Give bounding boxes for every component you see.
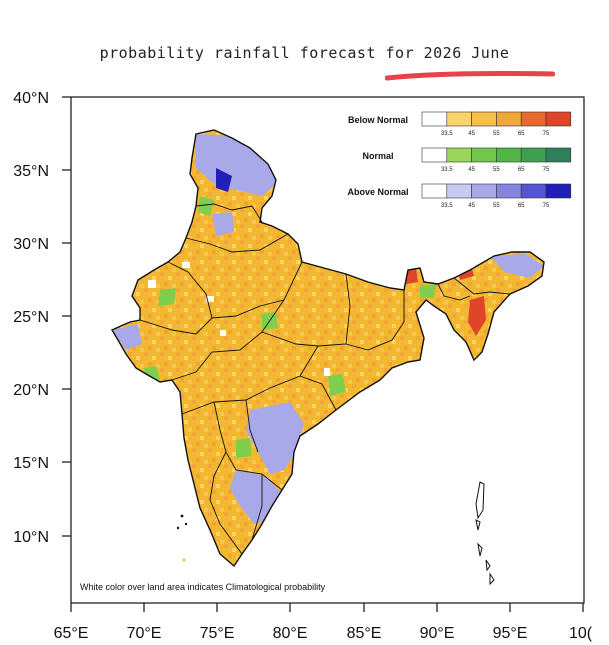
map-frame xyxy=(70,96,585,604)
lon-label: 65°E xyxy=(54,625,89,642)
legend-swatch xyxy=(421,147,448,163)
legend-swatch xyxy=(471,111,497,127)
map-title: probability rainfall forecast for 2026 J… xyxy=(99,44,510,62)
title-underline xyxy=(385,71,555,81)
legend-swatch xyxy=(545,111,572,127)
lon-label: 75°E xyxy=(200,625,235,642)
legend-swatch xyxy=(520,183,547,199)
legend-tick-label: 45 xyxy=(468,167,475,173)
legend-swatch xyxy=(446,111,472,127)
legend-tick-label: 75 xyxy=(543,167,550,173)
lakshadweep-islands xyxy=(176,514,188,562)
lat-label: 30°N xyxy=(13,236,49,253)
legend-tick-label: 33.5 xyxy=(441,131,453,137)
legend-tick-label: 45 xyxy=(468,203,475,209)
legend-swatch xyxy=(496,183,522,199)
legend-tick-label: 55 xyxy=(493,131,500,137)
legend-swatch xyxy=(496,147,522,163)
lon-label: 80°E xyxy=(273,625,308,642)
legend-tick-label: 75 xyxy=(543,131,550,137)
legend-title-normal: Normal xyxy=(362,151,393,161)
legend-swatch xyxy=(520,147,547,163)
legend-tick-label: 55 xyxy=(493,203,500,209)
lat-label: 25°N xyxy=(13,309,49,326)
climatological-specks xyxy=(148,262,330,376)
lon-label: 90°E xyxy=(420,625,455,642)
legend-tick-label: 45 xyxy=(468,131,475,137)
lat-label: 35°N xyxy=(13,163,49,180)
legend-swatch xyxy=(520,111,547,127)
lat-label: 15°N xyxy=(13,455,49,472)
state-borders xyxy=(111,129,545,567)
legend-swatch xyxy=(421,183,448,199)
legend-tick-label: 33.5 xyxy=(441,167,453,173)
legend-tick-label: 55 xyxy=(493,167,500,173)
legend-swatch xyxy=(545,183,572,199)
lat-label: 40°N xyxy=(13,90,49,107)
lat-label: 20°N xyxy=(13,382,49,399)
lon-label: 85°E xyxy=(347,625,382,642)
legend-swatch xyxy=(496,111,522,127)
legend-tick-label: 75 xyxy=(543,203,550,209)
legend-swatch xyxy=(545,147,572,163)
legend-title-below-normal: Below Normal xyxy=(348,115,408,125)
legend: Below Normal 33.5 45 55 65 75 Normal 33.5 45 55 65… xyxy=(347,111,572,209)
axes: 40°N 35°N 30°N 25°N 20°N 15°N 10°N 65°E 70°E 75°E… xyxy=(13,90,593,642)
lon-label: 10( xyxy=(569,625,593,642)
andaman-islands xyxy=(475,481,495,586)
legend-swatch xyxy=(421,111,448,127)
lon-label: 95°E xyxy=(493,625,528,642)
lat-label: 10°N xyxy=(13,529,49,546)
legend-tick-label: 33.5 xyxy=(441,203,453,209)
legend-swatch xyxy=(471,147,497,163)
climatology-footnote: White color over land area indicates Cli… xyxy=(80,582,326,592)
lon-label: 70°E xyxy=(127,625,162,642)
legend-tick-label: 65 xyxy=(518,203,525,209)
legend-tick-label: 65 xyxy=(518,131,525,137)
legend-swatch xyxy=(446,147,472,163)
legend-tick-label: 65 xyxy=(518,167,525,173)
legend-swatch xyxy=(446,183,472,199)
legend-title-above-normal: Above Normal xyxy=(347,187,408,197)
legend-swatch xyxy=(471,183,497,199)
